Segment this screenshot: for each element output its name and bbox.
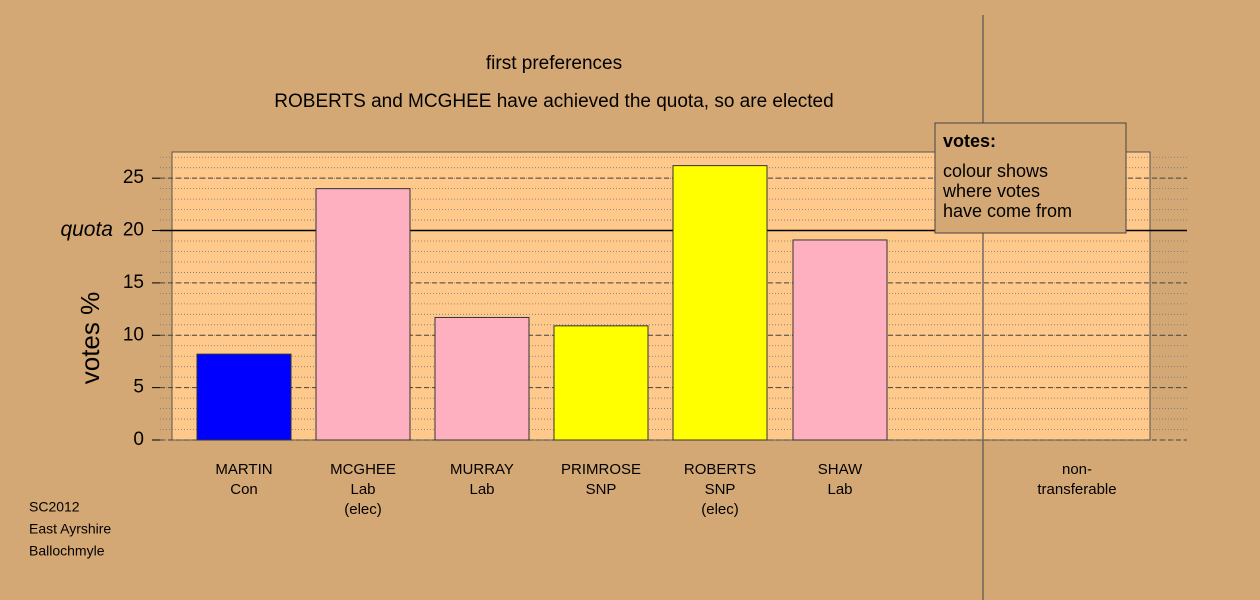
bar <box>792 239 888 441</box>
chart-title: first preferences <box>486 53 622 74</box>
y-axis-label: votes % <box>75 292 105 385</box>
x-tick-label: SHAW <box>818 461 863 478</box>
x-tick-label: (elec) <box>344 501 382 518</box>
legend-text: colour shows <box>943 161 1048 181</box>
legend-text: where votes <box>942 181 1040 201</box>
bar <box>196 353 292 441</box>
legend-title: votes: <box>943 131 996 151</box>
legend-text: have come from <box>943 201 1072 221</box>
x-tick-label: SNP <box>586 481 617 498</box>
x-tick-label: MARTIN <box>215 461 272 478</box>
x-tick-label: (elec) <box>701 501 739 518</box>
x-tick-label: transferable <box>1037 481 1116 498</box>
x-tick-label: Con <box>230 481 258 498</box>
y-tick-label: 25 <box>123 167 144 188</box>
footnote-line: SC2012 <box>29 499 80 515</box>
x-tick-label: Lab <box>827 481 852 498</box>
x-tick-label: Lab <box>350 481 375 498</box>
y-tick-label: 20 <box>123 220 144 241</box>
footnote-line: Ballochmyle <box>29 543 105 559</box>
quota-label: quota <box>60 218 113 241</box>
x-tick-label: Lab <box>469 481 494 498</box>
y-tick-label: 15 <box>123 272 144 293</box>
bar <box>672 165 768 441</box>
x-tick-label: ROBERTS <box>684 461 756 478</box>
bar <box>553 325 649 441</box>
legend-box <box>934 122 1127 234</box>
footnote: SC2012 East Ayrshire Ballochmyle <box>29 499 111 559</box>
chart-subtitle: ROBERTS and MCGHEE have achieved the quo… <box>274 91 833 112</box>
y-tick-label: 10 <box>123 324 144 345</box>
x-tick-label: MURRAY <box>450 461 514 478</box>
y-tick-label: 5 <box>133 377 144 398</box>
x-tick-label: PRIMROSE <box>561 461 641 478</box>
y-tick-label: 0 <box>133 429 144 450</box>
footnote-line: East Ayrshire <box>29 521 111 537</box>
bar <box>434 316 530 441</box>
x-tick-label: SNP <box>705 481 736 498</box>
x-tick-label: MCGHEE <box>330 461 396 478</box>
bar <box>315 188 411 441</box>
x-tick-label: non- <box>1062 461 1092 478</box>
